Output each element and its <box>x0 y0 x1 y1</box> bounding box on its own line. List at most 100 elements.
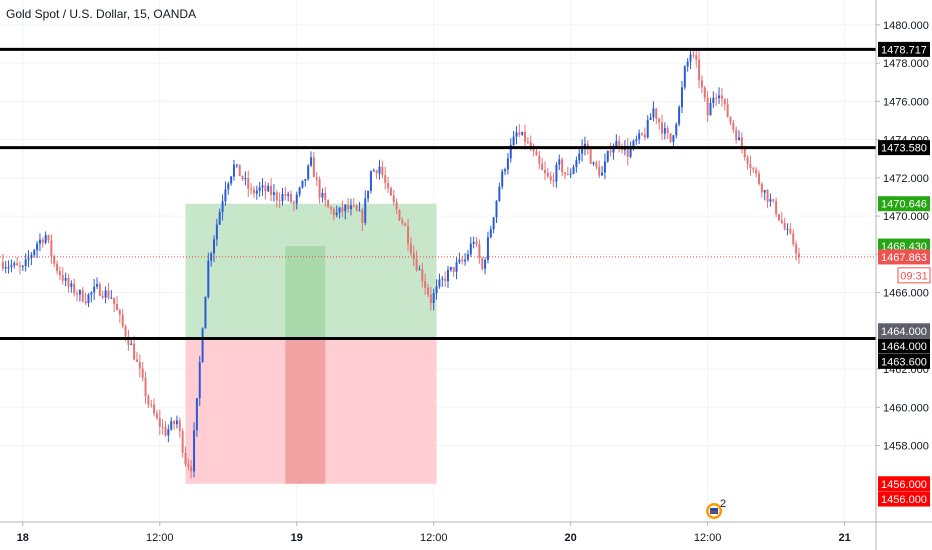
candle-body <box>312 157 315 178</box>
candle-body <box>786 229 789 231</box>
price-tag-label: 1473.580 <box>881 143 927 155</box>
candle-body <box>384 175 387 183</box>
candle-body <box>618 141 621 146</box>
profit-zone[interactable] <box>285 246 326 339</box>
price-tick-label: 1478.000 <box>883 58 929 70</box>
candle-body <box>113 297 116 305</box>
price-tick-label: 1476.000 <box>883 96 929 108</box>
candle-body <box>170 421 173 430</box>
candle-body <box>738 137 741 141</box>
candle-body <box>612 147 615 153</box>
price-tag <box>878 476 930 492</box>
candle-body <box>466 254 469 260</box>
time-tick-label: 20 <box>565 532 577 544</box>
candle-body <box>409 243 412 254</box>
candle-body <box>789 229 792 234</box>
price-tick-label: 1460.000 <box>883 402 929 414</box>
time-tick-label: 18 <box>17 532 29 544</box>
candle-body <box>484 259 487 269</box>
candle-body <box>158 418 161 427</box>
candle-body <box>36 243 39 251</box>
candle-body <box>606 150 609 162</box>
candle-body <box>609 150 612 153</box>
candle-body <box>395 201 398 210</box>
candle-body <box>795 244 798 254</box>
position-tool[interactable] <box>185 203 437 484</box>
candle-body <box>341 207 344 212</box>
candle-body <box>412 253 415 260</box>
candle-body <box>449 267 452 270</box>
candle-body <box>30 255 33 259</box>
candle-body <box>210 253 213 261</box>
candle-body <box>138 361 141 369</box>
event-flag-icon[interactable]: 2 <box>706 498 726 519</box>
candle-body <box>544 169 547 173</box>
loss-zone[interactable] <box>285 338 326 484</box>
candle-body <box>178 420 181 432</box>
candle-body <box>532 149 535 152</box>
candle-body <box>575 160 578 168</box>
candle-body <box>387 182 390 188</box>
candle-body <box>732 122 735 130</box>
candle-body <box>310 157 313 166</box>
candle-body <box>10 265 13 267</box>
candle-body <box>167 429 170 436</box>
candle-body <box>81 290 84 302</box>
candle-body <box>213 239 216 254</box>
candle-body <box>284 194 287 196</box>
price-tag <box>878 196 930 212</box>
candle-body <box>518 132 521 135</box>
candle-body <box>595 162 598 167</box>
time-tick-label: 12:00 <box>420 532 448 544</box>
price-tag-label: 1456.000 <box>881 494 927 506</box>
candle-body <box>777 214 780 221</box>
candle-body <box>743 147 746 158</box>
candle-body <box>344 204 347 212</box>
candle-body <box>458 259 461 263</box>
candle-body <box>235 164 238 166</box>
candle-body <box>689 54 692 62</box>
candle-body <box>663 128 666 134</box>
horizontal-levels[interactable] <box>0 47 876 340</box>
price-tick-label: 1466.000 <box>883 288 929 300</box>
candle-body <box>709 102 712 116</box>
candle-body <box>698 59 701 81</box>
candle-body <box>444 278 447 282</box>
candle-body <box>720 95 723 99</box>
candle-body <box>683 66 686 88</box>
candle-body <box>298 187 301 195</box>
event-flag-glyph <box>710 508 719 514</box>
candle-body <box>290 193 293 203</box>
candle-body <box>435 286 438 294</box>
candle-body <box>93 286 96 293</box>
price-tags: 1478.7171473.5801470.6461468.4301467.863… <box>878 41 931 507</box>
candle-body <box>141 368 144 378</box>
candle-body <box>506 158 509 170</box>
price-tag <box>878 140 930 156</box>
candle-body <box>735 129 738 141</box>
candle-body <box>135 359 138 362</box>
price-tag-label: 1464.000 <box>881 326 927 338</box>
candle-body <box>481 258 484 269</box>
candle-body <box>198 362 201 399</box>
candle-body <box>181 431 184 453</box>
candle-body <box>304 179 307 181</box>
candle-body <box>164 426 167 436</box>
candle-body <box>16 263 19 266</box>
candle-body <box>378 166 381 174</box>
candle-body <box>58 270 61 275</box>
candle-body <box>24 259 27 267</box>
candle-body <box>792 233 795 245</box>
candle-body <box>56 263 59 271</box>
candle-body <box>780 220 783 223</box>
candle-body <box>740 137 743 148</box>
price-tag <box>878 323 930 339</box>
candle-body <box>655 108 658 119</box>
candle-body <box>133 343 136 360</box>
candle-body <box>469 243 472 255</box>
candle-body <box>155 413 158 419</box>
candle-body <box>101 295 104 298</box>
candle-body <box>638 133 641 140</box>
